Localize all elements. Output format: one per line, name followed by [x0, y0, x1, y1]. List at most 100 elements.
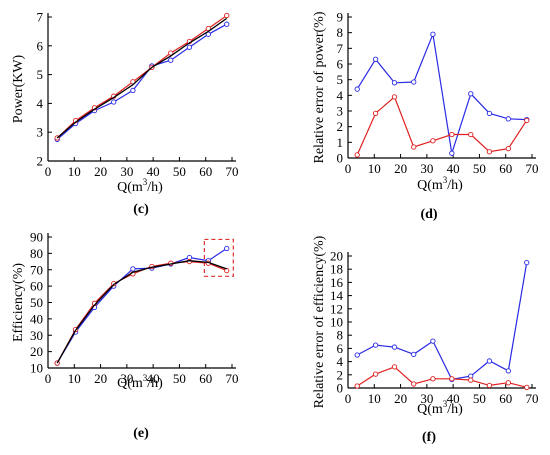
data-point-blue	[486, 358, 493, 364]
x-tick-label: 50	[473, 391, 486, 406]
x-tick-label: 0	[345, 161, 352, 176]
data-point-red	[449, 131, 455, 138]
y-tick-label: 50	[30, 295, 43, 310]
x-tick-label: 60	[199, 164, 212, 179]
x-tick-label: 0	[45, 164, 52, 179]
y-tick-label: 0	[337, 381, 344, 396]
y-tick-label: 9	[337, 10, 344, 25]
x-tick-label: 30	[120, 371, 133, 386]
y-tick-label: 18	[330, 262, 343, 277]
x-tick-label: 50	[473, 161, 486, 176]
y-tick-label: 70	[30, 262, 43, 277]
x-tick-label: 30	[420, 161, 433, 176]
data-point-blue	[372, 342, 379, 348]
y-axis-label: Power(KW)	[11, 54, 26, 123]
y-tick-label: 2	[337, 367, 344, 382]
data-point-red	[224, 12, 230, 19]
data-point-red	[430, 376, 436, 382]
data-point-red	[486, 149, 493, 155]
data-point-red	[505, 145, 511, 152]
data-point-blue	[224, 21, 230, 27]
panel-caption: (d)	[420, 207, 437, 222]
data-point-red	[391, 94, 398, 100]
x-tick-label: 40	[447, 161, 460, 176]
x-tick-label: 50	[173, 371, 186, 386]
data-point-red	[391, 364, 398, 370]
x-axis-label: Q(m3/h)	[117, 177, 163, 195]
y-tick-label: 3	[37, 125, 44, 140]
y-tick-label: 80	[30, 246, 43, 261]
series-line-blue	[356, 262, 528, 381]
x-tick-label: 10	[68, 164, 81, 179]
y-tick-label: 10	[30, 361, 43, 376]
y-tick-label: 20	[30, 344, 43, 359]
y-tick-label: 30	[30, 328, 43, 343]
data-point-blue	[524, 259, 530, 266]
highlight-box	[203, 238, 234, 277]
x-tick-label: 60	[199, 371, 212, 386]
data-point-blue	[468, 91, 474, 97]
x-tick-label: 30	[120, 164, 133, 179]
data-point-blue	[505, 368, 511, 374]
data-point-red	[354, 383, 360, 389]
y-tick-label: 8	[337, 25, 344, 40]
y-tick-label: 14	[330, 288, 344, 303]
series-line-black	[56, 17, 228, 139]
y-tick-label: 0	[337, 151, 344, 166]
data-point-blue	[505, 116, 511, 122]
y-tick-label: 16	[330, 275, 344, 290]
series-line-blue	[356, 31, 527, 154]
series-line-red	[356, 366, 527, 388]
data-point-red	[354, 152, 360, 158]
x-tick-label: 60	[499, 391, 512, 406]
y-tick-label: 12	[330, 301, 343, 316]
y-tick-label: 7	[37, 10, 44, 25]
data-point-blue	[130, 87, 136, 94]
y-tick-label: 60	[30, 279, 43, 294]
series-line-black	[56, 260, 227, 364]
y-tick-label: 90	[30, 230, 43, 245]
data-point-blue	[372, 56, 379, 62]
data-point-red	[449, 376, 455, 382]
chart-panel-c: 0 10 20 30 40 50 60 70 2 3 4 5 6 7 Q(m3/h) Power(KW) (c)	[11, 10, 239, 218]
x-tick-label: 70	[526, 161, 539, 176]
data-point-blue	[168, 57, 174, 63]
x-tick-label: 20	[394, 161, 407, 176]
data-point-blue	[391, 80, 398, 86]
y-tick-label: 5	[37, 67, 44, 82]
x-tick-label: 70	[226, 164, 239, 179]
y-tick-label: 6	[337, 57, 344, 72]
data-point-red	[468, 131, 474, 138]
x-tick-label: 30	[420, 391, 433, 406]
x-tick-label: 50	[173, 164, 186, 179]
data-point-red	[468, 377, 474, 383]
panel-caption: (c)	[133, 202, 149, 217]
y-axis-label: Relative error of power(%)	[312, 11, 327, 163]
y-tick-label: 10	[330, 315, 343, 330]
data-point-red	[411, 144, 417, 150]
x-tick-label: 70	[226, 371, 239, 386]
x-axis-label: Q(m3/h)	[417, 399, 463, 417]
x-tick-label: 10	[68, 371, 81, 386]
data-point-blue	[224, 245, 230, 252]
data-point-red	[524, 384, 530, 390]
data-point-red	[486, 382, 493, 389]
chart-panel-f: 0 10 20 30 40 50 60 7002468101214161820Q(m3/h)R…	[312, 235, 539, 445]
y-axis-label: Relative error of efficiency(%)	[312, 235, 327, 408]
series-line-red	[56, 260, 227, 364]
y-tick-label: 6	[37, 38, 44, 53]
data-point-blue	[486, 110, 493, 117]
chart-panel-e: 0 10 20 30 40 50 60 70102030405060708090Q(m3/h)…	[11, 230, 239, 442]
data-point-blue	[430, 338, 436, 344]
x-tick-label: 40	[147, 164, 160, 179]
x-tick-label: 20	[394, 391, 407, 406]
data-point-blue	[391, 344, 398, 350]
panel-caption: (e)	[133, 426, 149, 441]
data-point-blue	[449, 150, 455, 156]
data-point-red	[430, 138, 436, 144]
x-tick-label: 20	[94, 164, 107, 179]
y-tick-label: 5	[337, 72, 344, 87]
y-tick-label: 20	[330, 249, 343, 264]
data-point-blue	[354, 86, 360, 92]
